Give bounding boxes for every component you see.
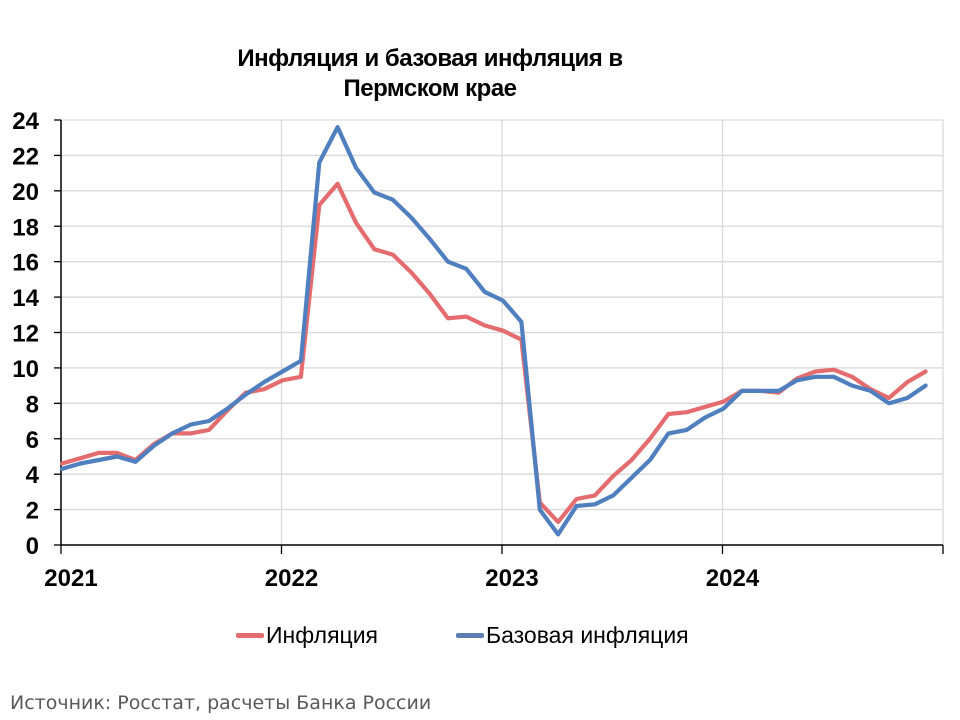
legend-swatch-inflation-icon — [236, 633, 264, 638]
y-tick-label: 18 — [12, 214, 39, 241]
y-tick-label: 10 — [12, 356, 39, 383]
y-tick-label: 24 — [12, 108, 39, 135]
y-tick-label: 14 — [12, 285, 39, 312]
legend-item-inflation: Инфляция — [236, 622, 378, 649]
source-note: Источник: Росстат, расчеты Банка России — [10, 692, 432, 714]
y-tick-label: 16 — [12, 250, 39, 277]
legend-label-inflation: Инфляция — [266, 622, 379, 648]
axes — [54, 119, 944, 554]
core-inflation-line — [59, 124, 928, 537]
y-tick-label: 2 — [26, 498, 39, 525]
y-tick-label: 6 — [26, 427, 39, 454]
y-tick-label: 0 — [26, 533, 39, 560]
y-tick-label: 22 — [12, 143, 39, 170]
x-tick-label: 2022 — [265, 565, 318, 592]
gridlines — [61, 119, 944, 545]
y-tick-label: 20 — [12, 179, 39, 206]
x-tick-label: 2021 — [44, 565, 97, 592]
legend-label-core-inflation: Базовая инфляция — [486, 622, 689, 648]
chart-title-line-1: Инфляция и базовая инфляция в — [237, 45, 623, 72]
y-tick-label: 12 — [12, 321, 39, 348]
chart-title: Инфляция и базовая инфляция в Пермском к… — [150, 44, 710, 104]
y-tick-label: 8 — [26, 391, 39, 418]
x-tick-label: 2024 — [706, 565, 760, 592]
inflation-line — [59, 181, 928, 525]
legend-swatch-core-inflation-icon — [456, 633, 485, 638]
series-lines — [59, 124, 928, 537]
y-tick-label: 4 — [26, 462, 40, 489]
x-tick-label: 2023 — [485, 565, 538, 592]
x-axis-ticks: 2021 2022 2023 2024 — [44, 565, 760, 592]
legend: Инфляция Базовая инфляция — [236, 622, 689, 649]
legend-item-core-inflation: Базовая инфляция — [456, 622, 689, 649]
chart-title-line-2: Пермском крае — [343, 75, 517, 102]
